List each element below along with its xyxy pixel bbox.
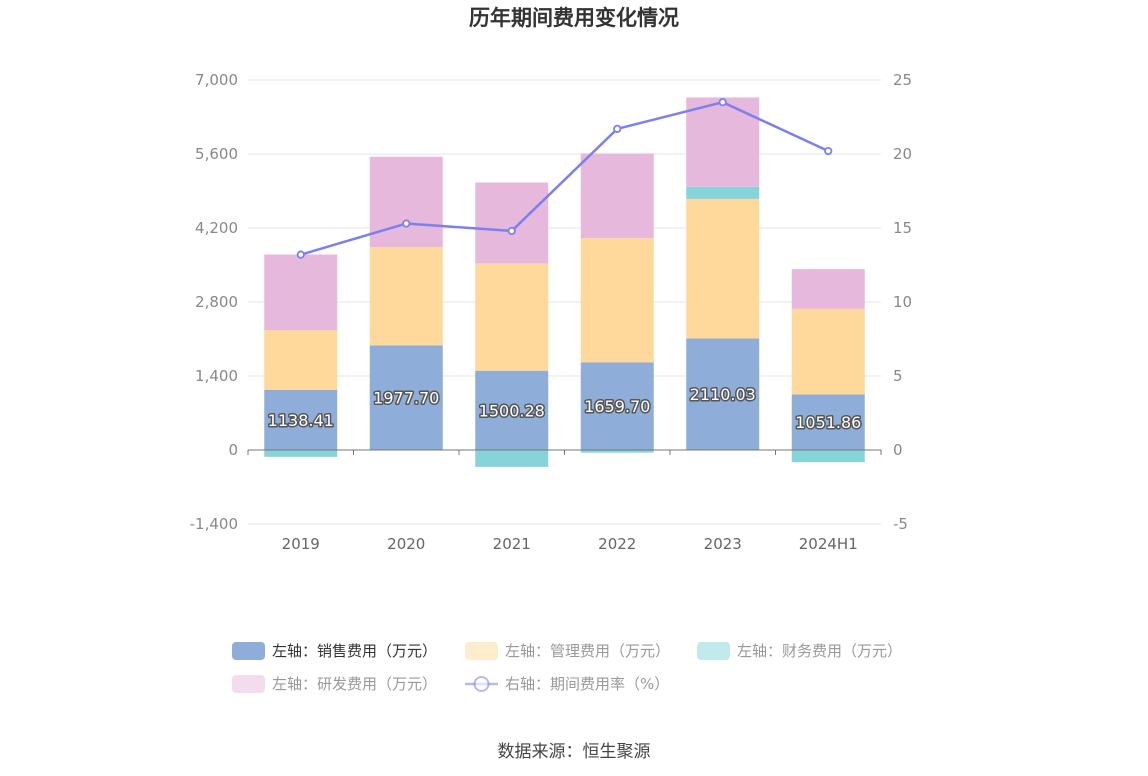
bar-segment-2: [475, 263, 549, 371]
right-tick-label: 25: [893, 71, 912, 89]
rate-line: [300, 100, 829, 256]
data-labels: 1138.41 1977.70 1500.28 1659.70 2110.03 1051.…: [266, 384, 863, 434]
rate-point: [718, 98, 727, 107]
source-note: 数据来源：恒生聚源: [498, 742, 651, 762]
left-tick-label: -1,400: [190, 515, 238, 533]
data-label: 1138.41: [268, 411, 334, 430]
rate-point: [507, 226, 516, 236]
x-tick-label: 2024H1: [799, 535, 858, 553]
right-tick-label: 10: [893, 293, 912, 311]
left-axis-ticks: -1,400 0 1,400 2,800 4,200 5,600 7,000: [190, 71, 238, 533]
legend-item-4[interactable]: 左轴：研发费用（万元）: [232, 675, 437, 693]
right-tick-label: -5: [893, 515, 908, 533]
left-tick-label: 4,200: [195, 219, 238, 237]
legend[interactable]: 左轴：销售费用（万元） 左轴：管理费用（万元） 左轴：财务费用（万元） 左轴：研发费用…: [232, 642, 902, 693]
bar-segment-1: [264, 389, 338, 450]
bar-segment-1: [686, 338, 760, 450]
bar-segment-2: [791, 308, 865, 395]
bar-segment-1: [791, 394, 865, 450]
legend-swatch: [232, 642, 265, 660]
x-axis: [247, 449, 882, 455]
legend-label: 左轴：研发费用（万元）: [272, 675, 437, 693]
left-tick-label: 5,600: [195, 145, 238, 163]
bar-segment-3: [686, 186, 760, 199]
x-tick-label: 2020: [387, 535, 425, 553]
bar-segment-3: [475, 450, 549, 467]
rate-point: [824, 146, 833, 156]
bar-segment-4: [264, 254, 338, 331]
bar-segment-4: [580, 153, 654, 239]
x-tick-label: 2023: [704, 535, 742, 553]
rate-point: [613, 124, 622, 133]
right-axis-ticks: -5 0 5 10 15 20 25: [893, 71, 912, 533]
left-tick-label: 1,400: [195, 367, 238, 385]
legend-label: 左轴：管理费用（万元）: [505, 642, 670, 660]
x-tick-label: 2022: [598, 535, 636, 553]
legend-item-1[interactable]: 左轴：销售费用（万元）: [232, 642, 437, 660]
bar-segment-2: [264, 330, 338, 390]
bar-segment-4: [686, 97, 760, 187]
rate-point: [296, 250, 305, 259]
bar-segment-4: [475, 182, 549, 264]
data-label: 1659.70: [584, 397, 650, 416]
legend-item-2[interactable]: 左轴：管理费用（万元）: [465, 642, 670, 660]
bar-segment-3: [264, 450, 338, 457]
left-tick-label: 7,000: [195, 71, 238, 89]
left-tick-label: 0: [228, 441, 238, 459]
data-label: 1500.28: [479, 401, 545, 420]
grid-lines: [248, 79, 881, 525]
bar-segment-1: [475, 370, 549, 450]
bar-segment-2: [686, 198, 760, 339]
x-tick-label: 2019: [282, 535, 320, 553]
legend-marker: [473, 676, 490, 692]
data-label: 1977.70: [373, 389, 439, 408]
legend-label: 右轴：期间费用率（%）: [505, 675, 669, 693]
bar-series: [264, 97, 865, 467]
right-tick-label: 20: [893, 145, 912, 163]
bar-segment-3: [580, 450, 654, 453]
right-tick-label: 5: [893, 367, 903, 385]
x-axis-ticks: 2019 2020 2021 2022 2023 2024H1: [282, 535, 858, 553]
legend-label: 左轴：销售费用（万元）: [272, 642, 437, 660]
legend-swatch: [232, 675, 265, 693]
data-label: 1051.86: [795, 413, 861, 432]
bar-segment-4: [369, 156, 443, 248]
legend-swatch: [697, 642, 730, 660]
x-tick-label: 2021: [493, 535, 531, 553]
rate-line-series: [296, 98, 833, 259]
bar-segment-2: [369, 247, 443, 346]
bar-segment-4: [791, 269, 865, 309]
bar-segment-1: [369, 345, 443, 450]
right-tick-label: 0: [893, 441, 903, 459]
legend-label: 左轴：财务费用（万元）: [737, 642, 902, 660]
bar-segment-2: [580, 238, 654, 363]
data-label: 2110.03: [690, 385, 756, 404]
rate-point: [402, 219, 411, 228]
bar-segment-3: [791, 450, 865, 463]
bar-segment-1: [580, 362, 654, 450]
legend-swatch: [465, 642, 498, 660]
legend-item-3[interactable]: 左轴：财务费用（万元）: [697, 642, 902, 660]
right-tick-label: 15: [893, 219, 912, 237]
chart-title: 历年期间费用变化情况: [469, 6, 679, 30]
left-tick-label: 2,800: [195, 293, 238, 311]
legend-item-5[interactable]: 右轴：期间费用率（%）: [465, 675, 669, 693]
